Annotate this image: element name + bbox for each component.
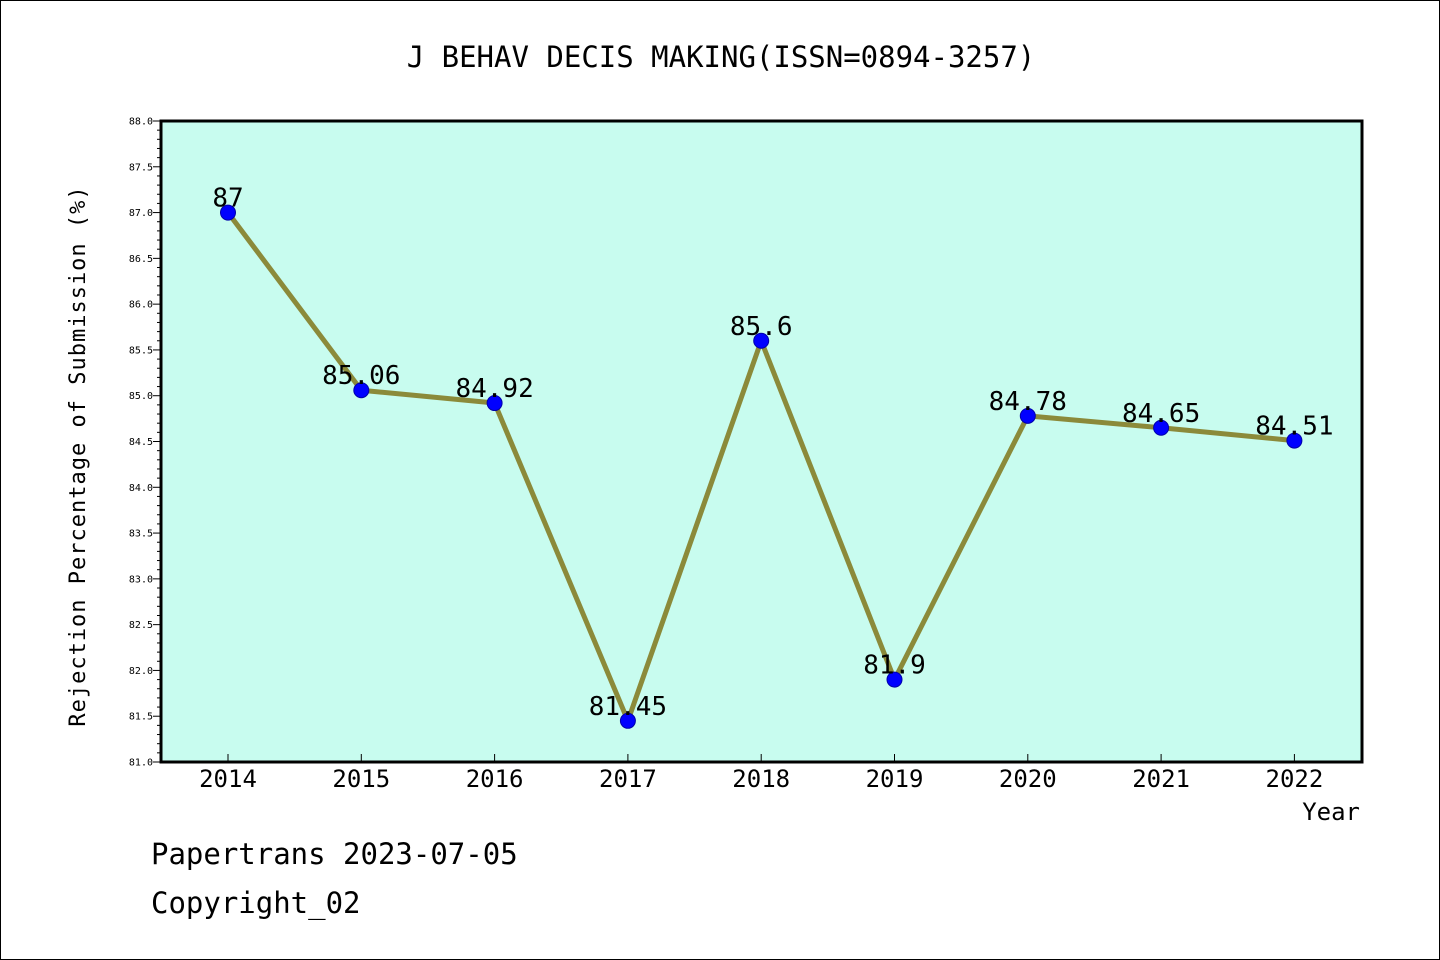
- data-point-marker: [886, 671, 903, 688]
- y-tick-label: 87.0: [129, 208, 153, 219]
- data-point-marker: [1153, 419, 1170, 436]
- data-point-marker: [220, 204, 236, 221]
- y-minor-ticks: [157, 129, 161, 754]
- data-label: 84.78: [989, 387, 1067, 417]
- data-label: 81.9: [863, 651, 926, 681]
- y-tick-label: 83.0: [129, 574, 153, 585]
- y-axis-label: Rejection Percentage of Submission (%): [66, 185, 91, 726]
- data-markers: [220, 204, 1303, 729]
- y-tick-label: 81.0: [129, 758, 153, 769]
- x-tick-label: 2019: [866, 765, 924, 793]
- y-tick-label: 84.5: [129, 437, 153, 448]
- data-label: 87: [212, 184, 243, 214]
- x-tick-label: 2020: [999, 765, 1057, 793]
- x-tick-label: 2014: [199, 765, 257, 793]
- y-tick-label: 83.5: [129, 529, 153, 540]
- y-tick-label: 84.0: [129, 483, 153, 494]
- plot-area: [159, 119, 1364, 764]
- data-point-marker: [619, 712, 636, 729]
- chart-title: J BEHAV DECIS MAKING(ISSN=0894-3257): [407, 40, 1036, 74]
- y-tick-label: 87.5: [129, 162, 153, 173]
- data-label: 81.45: [589, 692, 667, 722]
- y-tick-label: 88.0: [129, 117, 153, 128]
- data-point-marker: [486, 395, 503, 412]
- y-axis-ticks: 81.0 81.5 82.0 82.5 83.0 83.5 84.0 84.5 85.0 85.5…: [129, 117, 161, 769]
- data-labels: 87 85.06 84.92 81.45 85.6 81.9 84.78 84.65 84.51: [212, 184, 1333, 722]
- y-tick-label: 82.0: [129, 666, 153, 677]
- x-tick-label: 2015: [332, 765, 390, 793]
- data-label: 84.92: [455, 374, 533, 404]
- y-tick-label: 82.5: [129, 620, 153, 631]
- data-point-marker: [353, 382, 370, 399]
- data-label: 85.06: [322, 361, 400, 391]
- y-tick-label: 86.0: [129, 300, 153, 311]
- y-tick-label: 85.0: [129, 391, 153, 402]
- x-tick-label: 2017: [599, 765, 657, 793]
- y-tick-label: 85.5: [129, 345, 153, 356]
- x-tick-label: 2018: [732, 765, 790, 793]
- x-axis-ticks: 2014 2015 2016 2017 2018 2019 2020 2021 2022: [199, 754, 1323, 793]
- data-label: 84.51: [1255, 412, 1333, 442]
- footer-date-line: Papertrans 2023-07-05: [151, 837, 518, 871]
- data-label: 84.65: [1122, 399, 1200, 429]
- x-tick-label: 2016: [466, 765, 524, 793]
- x-axis-label: Year: [1302, 798, 1360, 826]
- x-tick-label: 2022: [1266, 765, 1324, 793]
- data-point-marker: [753, 332, 770, 349]
- data-point-marker: [1019, 407, 1036, 424]
- footer-copyright-line: Copyright_02: [151, 886, 361, 920]
- data-point-marker: [1286, 432, 1303, 449]
- y-tick-label: 81.5: [129, 712, 153, 723]
- y-tick-label: 86.5: [129, 254, 153, 265]
- data-label: 85.6: [730, 312, 793, 342]
- x-tick-label: 2021: [1132, 765, 1190, 793]
